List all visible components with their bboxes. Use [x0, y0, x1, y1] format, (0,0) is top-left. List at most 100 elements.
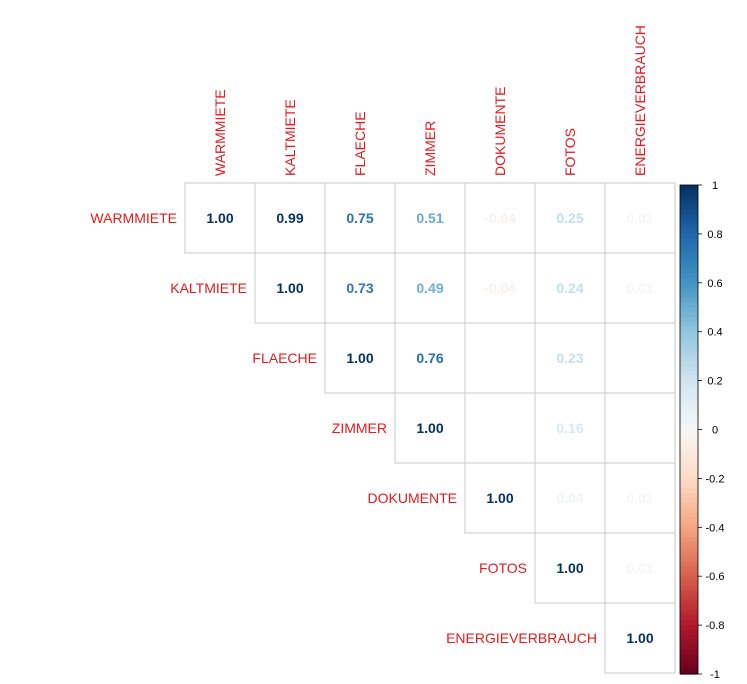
colorbar-segment	[680, 268, 698, 274]
colorbar-segment	[680, 556, 698, 563]
cell-flaeche-dokumente	[464, 322, 536, 394]
colorbar-segment	[680, 356, 698, 362]
cell-kaltmiete-fotos	[534, 252, 606, 324]
colorbar-segment	[680, 439, 698, 445]
colorbar-segment	[680, 233, 698, 240]
cell-flaeche-fotos	[534, 322, 606, 394]
colorbar-segment	[680, 478, 698, 484]
colorbar-segment	[680, 229, 698, 235]
colorbar-segment	[680, 493, 698, 499]
colorbar-segment	[680, 453, 698, 460]
cell-value: 0.01	[626, 280, 653, 296]
column-label: FLAECHE	[352, 111, 368, 176]
colorbar-segment	[680, 517, 698, 524]
colorbar-segment	[680, 405, 698, 411]
row-label: WARMMIETE	[90, 210, 177, 226]
colorbar-segment	[680, 238, 698, 245]
cell-value: 0.25	[556, 210, 583, 226]
colorbar-segment	[680, 414, 698, 421]
cell-value: 0.49	[416, 280, 443, 296]
colorbar-segment	[680, 317, 698, 323]
colorbar-segment	[680, 458, 698, 465]
colorbar-segment	[680, 541, 698, 548]
cell-value: 0.23	[556, 350, 583, 366]
colorbar-segment	[680, 287, 698, 294]
cell-value: 1.00	[626, 630, 653, 646]
colorbar-segment	[680, 409, 698, 416]
colorbar-segment	[680, 214, 698, 220]
colorbar-segment	[680, 537, 698, 543]
cell-dokumente-energieverbrauch	[604, 462, 676, 534]
colorbar-segment	[680, 585, 698, 592]
cell-value: 1.00	[416, 420, 443, 436]
colorbar-segment	[680, 659, 698, 665]
cell-kaltmiete-zimmer	[394, 252, 466, 324]
cell-zimmer-dokumente	[464, 392, 536, 464]
cell-flaeche-energieverbrauch	[604, 322, 676, 394]
colorbar-segment	[680, 351, 698, 357]
colorbar-segment	[680, 331, 698, 338]
colorbar-segment	[680, 444, 698, 450]
colorbar-segment	[680, 522, 698, 528]
colorbar-segment	[680, 654, 698, 660]
cell-value: 1.00	[206, 210, 233, 226]
colorbar-segment	[680, 664, 698, 670]
colorbar-segment	[680, 390, 698, 396]
colorbar-segment	[680, 512, 698, 519]
colorbar-segment	[680, 669, 698, 675]
colorbar-tick-label: 0	[712, 425, 718, 437]
colorbar-segment	[680, 527, 698, 533]
colorbar-tick-label: -0.6	[706, 571, 725, 583]
colorbar-segment	[680, 224, 698, 230]
colorbar-segment	[680, 483, 698, 489]
colorbar-segment	[680, 292, 698, 299]
cell-energieverbrauch-energieverbrauch	[604, 602, 676, 674]
colorbar-segment	[680, 424, 698, 431]
column-label: ZIMMER	[422, 121, 438, 176]
cell-warmmiete-fotos	[534, 182, 606, 254]
colorbar-segment	[680, 273, 698, 279]
row-label: ZIMMER	[332, 420, 387, 436]
cell-value: 0.01	[626, 560, 653, 576]
colorbar-segment	[680, 346, 698, 352]
row-label: FLAECHE	[252, 350, 317, 366]
colorbar-segment	[680, 375, 698, 382]
colorbar-segment	[680, 434, 698, 440]
cell-value: 1.00	[276, 280, 303, 296]
colorbar-tick-label: 0.4	[707, 327, 722, 339]
colorbar-segment	[680, 365, 698, 372]
colorbar-segment	[680, 566, 698, 572]
colorbar-segment	[680, 649, 698, 656]
cell-kaltmiete-kaltmiete	[254, 252, 326, 324]
colorbar-tick-label: -1	[710, 669, 720, 681]
cell-value: 0.73	[346, 280, 373, 296]
colorbar-segment	[680, 620, 698, 626]
colorbar-segment	[680, 473, 698, 479]
cell-value: 0.99	[276, 210, 303, 226]
colorbar-segment	[680, 302, 698, 308]
column-label: WARMMIETE	[212, 89, 228, 176]
cell-value: 0.16	[556, 420, 583, 436]
cell-warmmiete-kaltmiete	[254, 182, 326, 254]
cell-value: 0.04	[556, 490, 583, 506]
colorbar-tick-label: -0.2	[706, 473, 725, 485]
row-label: FOTOS	[479, 560, 527, 576]
colorbar-segment	[680, 629, 698, 636]
colorbar-segment	[680, 385, 698, 391]
row-label: ENERGIEVERBRAUCH	[446, 630, 597, 646]
row-label: DOKUMENTE	[368, 490, 457, 506]
cell-value: 0.01	[626, 490, 653, 506]
colorbar-segment	[680, 204, 698, 211]
colorbar-segment	[680, 615, 698, 621]
column-label: DOKUMENTE	[492, 87, 508, 176]
colorbar-segment	[680, 507, 698, 514]
colorbar-segment	[680, 449, 698, 455]
colorbar-segment	[680, 336, 698, 343]
colorbar: 1 0.8 0.6 0.4 0.2 0 -0.2 -0.4 -0.6 -0.8 -1	[679, 180, 725, 681]
cell-zimmer-fotos	[534, 392, 606, 464]
colorbar-segment	[680, 532, 698, 538]
colorbar-segment	[680, 253, 698, 259]
colorbar-segment	[680, 219, 698, 225]
colorbar-segment	[680, 194, 698, 201]
colorbar-segment	[680, 625, 698, 631]
